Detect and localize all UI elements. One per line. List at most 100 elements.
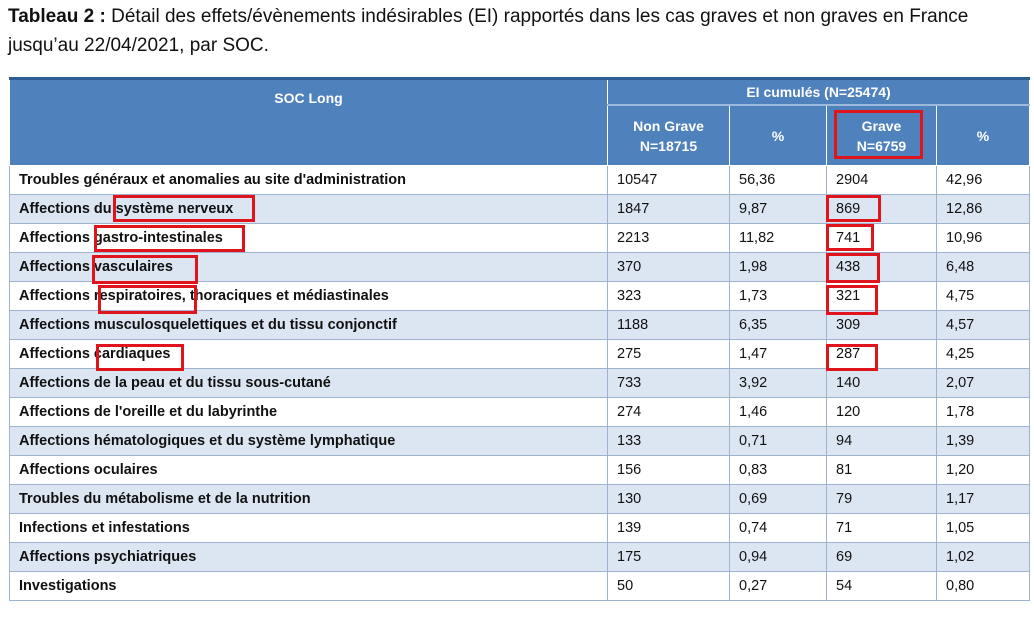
pct-non-grave-cell: 1,98 [729,252,827,282]
grave-cell: 869 [826,194,937,224]
soc-cell: Affections de la peau et du tissu sous-c… [9,368,608,398]
grave-cell: 120 [826,397,937,427]
soc-cell: Affections respiratoires, thoraciques et… [9,281,608,311]
grave-cell: 140 [826,368,937,398]
pct-non-grave-cell: 0,27 [729,571,827,601]
table-row: Affections du système nerveux 1847 9,87 869… [9,194,1031,224]
non-grave-cell: 323 [607,281,730,311]
pct-grave-cell: 10,96 [935,223,1031,253]
pct-grave-cell: 4,75 [935,281,1031,311]
table-row: Troubles généraux et anomalies au site d… [9,165,1031,195]
soc-cell: Affections de l'oreille et du labyrinthe [9,397,608,427]
soc-table: SOC Long EI cumulés (N=25474) Non Grave N… [9,77,1031,601]
grave-cell: 71 [826,513,937,543]
pct-non-grave-cell: 6,35 [729,310,827,340]
pct-grave-cell: 1,78 [935,397,1031,427]
pct-non-grave-cell: 3,92 [729,368,827,398]
pct-grave-cell: 1,39 [935,426,1031,456]
soc-cell: Affections gastro-intestinales [9,223,608,253]
non-grave-cell: 130 [607,484,730,514]
soc-cell: Affections vasculaires [9,252,608,282]
non-grave-cell: 2213 [607,223,730,253]
table-row: Affections musculosquelettiques et du ti… [9,310,1031,340]
non-grave-cell: 139 [607,513,730,543]
pct-non-grave-cell: 0,94 [729,542,827,572]
pct-grave-cell: 6,48 [935,252,1031,282]
soc-cell: Affections du système nerveux [9,194,608,224]
table-row: Affections respiratoires, thoraciques et… [9,281,1031,311]
grave-cell: 94 [826,426,937,456]
header-grave-label: Grave [861,117,902,134]
header-pct-grave: % [935,104,1031,166]
table-row: Affections psychiatriques 175 0,94 69 1,02 [9,542,1031,572]
non-grave-cell: 370 [607,252,730,282]
pct-non-grave-cell: 11,82 [729,223,827,253]
pct-non-grave-cell: 9,87 [729,194,827,224]
table-row: Affections gastro-intestinales 2213 11,82 7… [9,223,1031,253]
pct-non-grave-cell: 0,74 [729,513,827,543]
header-non-grave: Non Grave N=18715 [607,104,730,166]
header-ei-cumules: EI cumulés (N=25474) [606,77,1031,106]
header-soc-long: SOC Long [9,77,608,166]
pct-non-grave-cell: 1,73 [729,281,827,311]
non-grave-cell: 733 [607,368,730,398]
pct-grave-cell: 12,86 [935,194,1031,224]
table-row: Affections vasculaires 370 1,98 438 6,48 [9,252,1031,282]
non-grave-cell: 10547 [607,165,730,195]
grave-cell: 287 [826,339,937,369]
soc-cell: Troubles généraux et anomalies au site d… [9,165,608,195]
table-row: Troubles du métabolisme et de la nutriti… [9,484,1031,514]
pct-non-grave-cell: 0,71 [729,426,827,456]
soc-cell: Affections psychiatriques [9,542,608,572]
grave-cell: 309 [826,310,937,340]
pct-grave-cell: 0,80 [935,571,1031,601]
pct-non-grave-cell: 1,46 [729,397,827,427]
soc-cell: Affections oculaires [9,455,608,485]
grave-cell: 2904 [826,165,937,195]
header-non-grave-n: N=18715 [639,137,698,154]
soc-cell: Investigations [9,571,608,601]
table-row: Affections cardiaques 275 1,47 287 4,25 [9,339,1031,369]
non-grave-cell: 156 [607,455,730,485]
non-grave-cell: 1847 [607,194,730,224]
grave-cell: 79 [826,484,937,514]
pct-grave-cell: 1,17 [935,484,1031,514]
caption-prefix: Tableau 2 : [8,6,106,27]
header-grave-n: N=6759 [856,137,907,154]
grave-cell: 438 [826,252,937,282]
soc-cell: Affections hématologiques et du système … [9,426,608,456]
non-grave-cell: 50 [607,571,730,601]
grave-cell: 69 [826,542,937,572]
non-grave-cell: 274 [607,397,730,427]
header-non-grave-label: Non Grave [633,117,704,134]
header-grave: Grave N=6759 [826,104,937,166]
pct-grave-cell: 1,05 [935,513,1031,543]
soc-cell: Affections musculosquelettiques et du ti… [9,310,608,340]
grave-cell: 741 [826,223,937,253]
pct-non-grave-cell: 56,36 [729,165,827,195]
pct-non-grave-cell: 0,83 [729,455,827,485]
caption-text: Détail des effets/évènements indésirable… [8,6,969,56]
pct-grave-cell: 2,07 [935,368,1031,398]
non-grave-cell: 133 [607,426,730,456]
pct-grave-cell: 42,96 [935,165,1031,195]
table-row: Investigations 50 0,27 54 0,80 [9,571,1031,601]
non-grave-cell: 175 [607,542,730,572]
pct-grave-cell: 4,57 [935,310,1031,340]
grave-cell: 54 [826,571,937,601]
grave-cell: 321 [826,281,937,311]
grave-cell: 81 [826,455,937,485]
pct-grave-cell: 1,02 [935,542,1031,572]
header-pct-non-grave: % [729,104,827,166]
non-grave-cell: 275 [607,339,730,369]
pct-non-grave-cell: 0,69 [729,484,827,514]
soc-cell: Troubles du métabolisme et de la nutriti… [9,484,608,514]
table-row: Affections hématologiques et du système … [9,426,1031,456]
table-row: Affections de l'oreille et du labyrinthe… [9,397,1031,427]
table-row: Affections de la peau et du tissu sous-c… [9,368,1031,398]
table-body: Troubles généraux et anomalies au site d… [9,165,1031,601]
pct-grave-cell: 1,20 [935,455,1031,485]
table-row: Affections oculaires 156 0,83 81 1,20 [9,455,1031,485]
pct-grave-cell: 4,25 [935,339,1031,369]
table-caption: Tableau 2 : Détail des effets/évènements… [8,2,1028,60]
